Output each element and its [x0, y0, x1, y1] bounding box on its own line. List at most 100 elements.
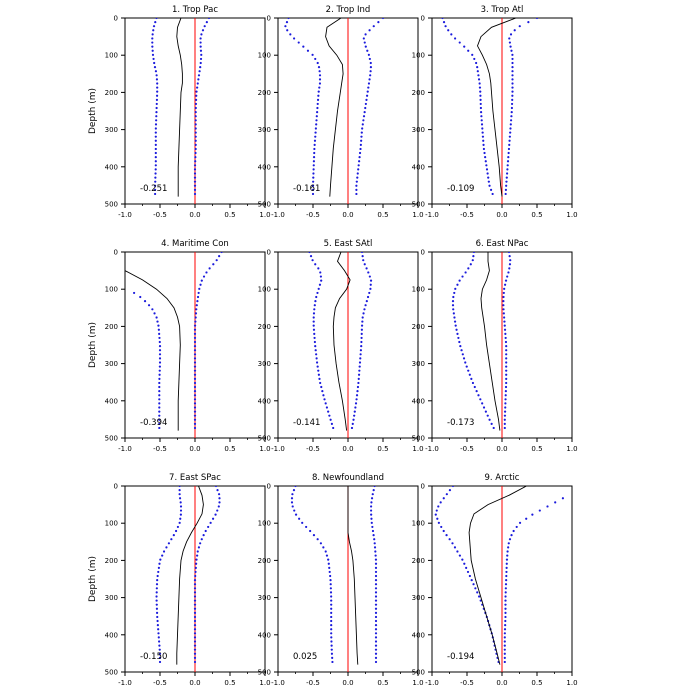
lower-point: [179, 517, 182, 520]
upper-point: [193, 611, 197, 614]
upper-point: [504, 603, 507, 606]
lower-point: [479, 94, 482, 97]
upper-point: [538, 509, 541, 512]
x-tick-label: -1.0: [118, 679, 132, 687]
lower-point: [478, 82, 481, 85]
upper-point: [374, 587, 378, 590]
upper-point: [509, 131, 512, 134]
upper-point: [193, 332, 197, 335]
upper-point: [374, 636, 378, 639]
lower-point: [481, 402, 484, 405]
y-tick-label: 0: [114, 483, 118, 491]
lower-point: [157, 570, 160, 574]
lower-point: [329, 583, 332, 586]
upper-point: [212, 263, 215, 266]
lower-point: [324, 550, 327, 553]
upper-point: [199, 283, 202, 286]
lower-point: [463, 45, 466, 48]
mean-profile-line: [468, 486, 527, 665]
upper-point: [374, 607, 378, 610]
upper-point: [518, 25, 521, 28]
lower-point: [435, 509, 438, 512]
lower-point: [319, 271, 322, 274]
lower-point: [454, 37, 457, 40]
lower-point: [154, 139, 157, 142]
upper-point: [370, 497, 374, 500]
upper-point: [369, 279, 373, 282]
upper-point: [504, 402, 507, 405]
y-tick-label: 0: [114, 249, 118, 257]
lower-point: [316, 61, 319, 65]
y-tick-label: 300: [412, 594, 425, 602]
lower-point: [158, 377, 161, 380]
upper-point: [374, 599, 378, 602]
upper-point: [507, 271, 510, 274]
upper-point: [193, 385, 197, 389]
upper-point: [216, 509, 219, 512]
y-tick-label: 300: [258, 126, 271, 134]
upper-point: [359, 349, 363, 352]
lower-point: [459, 345, 462, 348]
lower-point: [317, 369, 320, 372]
upper-point: [373, 546, 377, 549]
upper-point: [360, 345, 363, 348]
lower-point: [151, 308, 154, 311]
lower-point: [139, 295, 142, 299]
lower-point: [158, 656, 162, 659]
upper-point: [193, 373, 197, 376]
upper-point: [504, 332, 507, 335]
lower-point: [158, 644, 161, 647]
upper-point: [364, 45, 367, 48]
lower-point: [157, 632, 160, 635]
lower-point: [477, 78, 481, 81]
lower-point: [475, 61, 478, 65]
upper-point: [193, 381, 197, 385]
lower-point: [314, 263, 317, 266]
lower-point: [154, 143, 157, 146]
lower-point: [330, 648, 333, 651]
lower-point: [330, 611, 333, 614]
upper-point: [372, 488, 375, 492]
upper-point: [194, 151, 197, 155]
upper-point: [509, 123, 512, 126]
lower-point: [315, 123, 318, 126]
lower-point: [159, 558, 162, 561]
lower-point: [452, 312, 455, 315]
upper-point: [368, 29, 371, 32]
lower-point: [458, 340, 461, 344]
y-tick-label: 300: [105, 360, 118, 368]
upper-point: [515, 525, 518, 529]
mean-profile-line: [347, 486, 359, 665]
lower-point: [315, 295, 318, 299]
panel-title: 3. Trop Atl: [481, 5, 524, 15]
lower-point: [467, 267, 470, 270]
y-tick-label: 200: [105, 89, 118, 97]
lower-point: [313, 143, 316, 146]
upper-point: [366, 90, 369, 93]
upper-point: [505, 381, 508, 385]
upper-point: [374, 566, 378, 569]
upper-point: [359, 353, 362, 356]
upper-point: [503, 287, 506, 290]
upper-point: [214, 486, 218, 488]
upper-point: [507, 156, 510, 159]
upper-point: [358, 361, 362, 364]
lower-point: [154, 147, 157, 151]
upper-point: [357, 168, 360, 171]
lower-point: [155, 115, 158, 118]
y-tick-label: 100: [412, 286, 425, 294]
upper-point: [508, 139, 511, 142]
lower-point: [306, 49, 310, 52]
lower-point: [155, 98, 159, 101]
upper-point: [358, 365, 361, 368]
lower-point: [316, 111, 319, 114]
upper-point: [215, 259, 218, 262]
upper-point: [546, 505, 549, 508]
y-axis-label: Depth (m): [88, 322, 98, 368]
lower-point: [294, 486, 297, 488]
lower-point: [314, 127, 317, 130]
upper-point: [355, 398, 358, 401]
upper-point: [510, 534, 513, 537]
upper-point: [193, 340, 197, 344]
x-tick-label: -0.5: [460, 211, 474, 219]
